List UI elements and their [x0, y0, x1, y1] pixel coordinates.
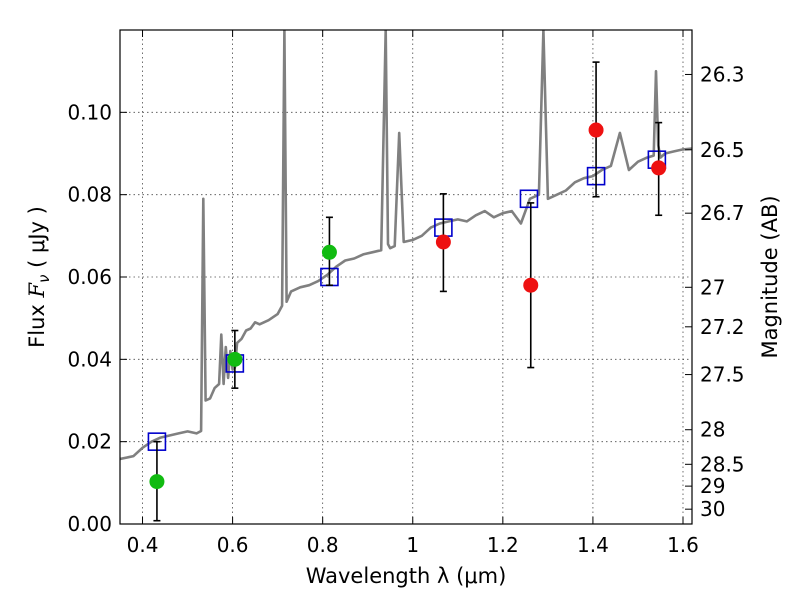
x-tick-label: 1.6	[667, 533, 699, 557]
red-point	[651, 160, 667, 176]
x-tick-label: 1.2	[487, 533, 519, 557]
x-tick-label: 0.4	[127, 533, 159, 557]
y-axis-label-sub: ν	[35, 275, 53, 283]
y-tick-label: 0.06	[67, 265, 112, 289]
green-point	[149, 474, 165, 490]
x-tick-label: 1	[406, 533, 419, 557]
y-axis-right-label: Magnitude (AB)	[758, 195, 782, 358]
y-tick-label: 0.08	[67, 183, 112, 207]
ticks: 0.4 0.6 0.8 1 1.2 1.4 1.6 0.00 0.02 0.04 0.06 0.08 0…	[67, 30, 745, 557]
right-tick-label: 26.5	[700, 138, 745, 162]
right-tick-label: 30	[700, 497, 725, 521]
red-point	[523, 277, 539, 293]
y-tick-label: 0.00	[67, 512, 112, 536]
y-tick-label: 0.10	[67, 100, 112, 124]
grid	[120, 30, 692, 524]
x-tick-label: 0.6	[217, 533, 249, 557]
y-axis-label: Flux Fν ( μJy )	[25, 206, 53, 348]
right-tick-label: 27	[700, 275, 725, 299]
model-square	[519, 189, 539, 209]
right-tick-label: 26.3	[700, 62, 745, 86]
right-tick-label: 28	[700, 418, 725, 442]
right-tick-label: 29	[700, 474, 725, 498]
red-point	[435, 234, 451, 250]
y-axis-label-prefix: Flux	[25, 298, 49, 348]
red-point	[588, 122, 604, 138]
y-tick-label: 0.04	[67, 347, 112, 371]
right-tick-label: 27.5	[700, 363, 745, 387]
spectrum-line	[120, 30, 692, 461]
x-tick-label: 1.4	[577, 533, 609, 557]
right-tick-label: 26.7	[700, 201, 745, 225]
y-axis-label-var: F	[25, 282, 49, 299]
y-axis-label-unit: ( μJy )	[25, 206, 49, 274]
x-axis-label: Wavelength λ (μm)	[306, 564, 507, 588]
right-tick-label: 28.5	[700, 452, 745, 476]
y-tick-label: 0.02	[67, 430, 112, 454]
series	[120, 30, 692, 522]
green-point	[227, 351, 243, 367]
right-tick-label: 27.2	[700, 315, 745, 339]
green-point	[321, 244, 337, 260]
x-tick-label: 0.8	[307, 533, 339, 557]
